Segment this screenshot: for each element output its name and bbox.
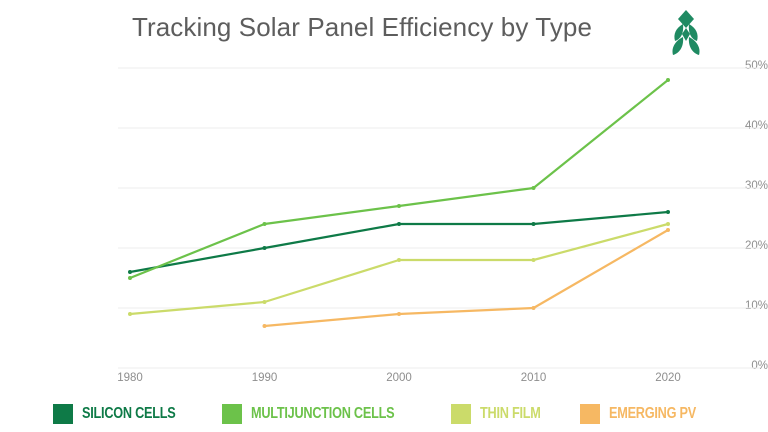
leaf-petal bbox=[688, 37, 700, 55]
legend-item[interactable]: EMERGING PV bbox=[580, 404, 715, 424]
legend-item[interactable]: MULTIJUNCTION CELLS bbox=[221, 404, 426, 424]
leaf-petal bbox=[678, 10, 694, 28]
legend-item[interactable]: THIN FILM bbox=[451, 404, 554, 424]
plot-area: 0% 10% 20% 30% 40% 50% 1980 1990 2000 2010 2020 bbox=[0, 60, 768, 394]
x-axis-labels: 1980 1990 2000 2010 2020 bbox=[0, 372, 768, 394]
series-data-point bbox=[531, 222, 536, 226]
chart-header: Tracking Solar Panel Efficiency by Type bbox=[0, 0, 768, 62]
series-data-point bbox=[262, 246, 267, 250]
series-data-point bbox=[128, 270, 132, 274]
leaf-logo bbox=[664, 8, 708, 56]
legend-swatch bbox=[221, 404, 242, 424]
leaf-petal bbox=[688, 24, 698, 41]
series-data-point bbox=[397, 258, 401, 262]
legend-item-label: EMERGING PV bbox=[609, 405, 697, 422]
series-data-point bbox=[666, 228, 670, 232]
y-axis-tick-label: 40% bbox=[744, 120, 768, 132]
y-axis-tick-label: 10% bbox=[744, 300, 768, 312]
series-line bbox=[128, 210, 670, 274]
series-data-point bbox=[531, 186, 536, 190]
series-data-point bbox=[666, 78, 670, 82]
legend-swatch bbox=[451, 404, 472, 424]
legend-item-label: MULTIJUNCTION CELLS bbox=[250, 405, 395, 422]
series-data-point bbox=[397, 222, 401, 226]
gridlines bbox=[118, 67, 760, 369]
x-axis-tick-label: 2010 bbox=[520, 372, 547, 384]
series-data-point bbox=[262, 324, 267, 328]
legend-item[interactable]: SILICON CELLS bbox=[52, 404, 196, 424]
series-data-point bbox=[128, 312, 132, 316]
series-data-point bbox=[397, 204, 401, 208]
legend-swatch bbox=[52, 404, 73, 424]
y-axis-tick-label: 50% bbox=[744, 60, 768, 72]
x-axis-tick-label: 1990 bbox=[251, 372, 278, 384]
leaf-logo-icon bbox=[672, 10, 700, 55]
legend-swatch bbox=[580, 404, 601, 424]
series-line bbox=[263, 228, 670, 328]
series-data-point bbox=[128, 276, 132, 280]
y-axis-tick-label: 30% bbox=[744, 180, 768, 192]
series-data-point bbox=[666, 210, 670, 214]
legend-item-label: THIN FILM bbox=[480, 405, 542, 422]
chart-legend: SILICON CELLS MULTIJUNCTION CELLS THIN FIL… bbox=[0, 396, 768, 432]
series-data-point bbox=[531, 258, 536, 262]
leaf-petal bbox=[672, 37, 684, 55]
x-axis-tick-label: 1980 bbox=[117, 372, 143, 384]
y-axis-labels: 0% 10% 20% 30% 40% 50% bbox=[744, 60, 768, 372]
series-data-point bbox=[531, 306, 536, 310]
y-axis-tick-label: 0% bbox=[751, 360, 768, 372]
leaf-petal bbox=[682, 28, 690, 41]
line-chart-canvas bbox=[118, 67, 760, 369]
legend-item-label: SILICON CELLS bbox=[81, 405, 176, 422]
series-data-point bbox=[262, 300, 267, 304]
series-data-point bbox=[262, 222, 267, 226]
series-data-point bbox=[666, 222, 670, 226]
x-axis-tick-label: 2020 bbox=[655, 372, 681, 384]
series-line bbox=[128, 222, 670, 316]
y-axis-tick-label: 20% bbox=[744, 240, 768, 252]
series-lines bbox=[128, 78, 670, 328]
leaf-petal bbox=[674, 24, 684, 41]
page-title: Tracking Solar Panel Efficiency by Type bbox=[131, 12, 593, 42]
series-data-point bbox=[397, 312, 401, 316]
x-axis-tick-label: 2000 bbox=[386, 372, 412, 384]
series-points bbox=[128, 78, 670, 328]
